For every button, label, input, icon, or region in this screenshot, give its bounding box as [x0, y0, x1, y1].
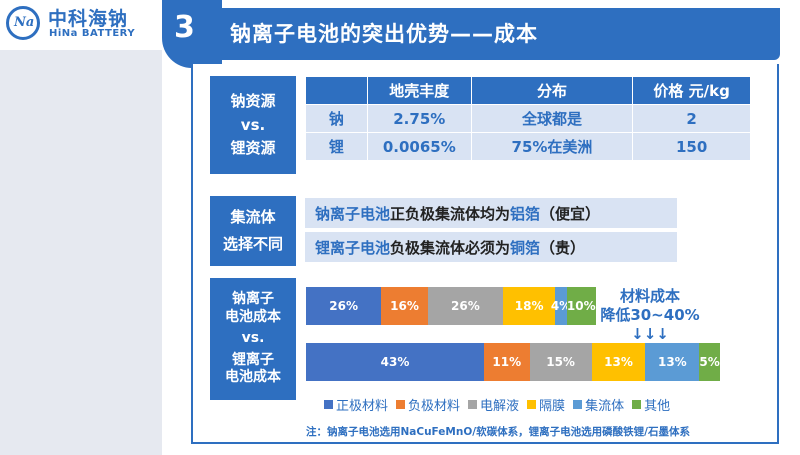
section-number: 3 — [174, 10, 195, 45]
collector-material: 铜箔 — [510, 238, 541, 257]
logo-cn-text: 中科海钠 — [48, 8, 129, 30]
bar-segment-lithium-3: 13% — [591, 343, 646, 381]
logo-en-text: HiNa BATTERY — [49, 28, 136, 39]
table-cell: 锂 — [305, 132, 368, 161]
cost-label-line: 钠离子 — [232, 291, 274, 308]
collector-subject: 锂离子电池 — [315, 238, 391, 257]
collector-text: 正负极集流体均为 — [390, 204, 511, 223]
resource-label-line: vs. — [240, 115, 266, 134]
legend-label: 隔膜 — [539, 399, 566, 414]
footnote: 注：钠离子电池选用NaCuFeMnO/软碳体系，锂离子电池选用磷酸铁锂/石墨体系 — [306, 426, 690, 438]
bar-segment-lithium-5: 5% — [699, 343, 720, 381]
slide-title: 钠离子电池的突出优势——成本 — [230, 22, 538, 46]
legend-label: 其他 — [644, 399, 671, 414]
bar-segment-sodium-4: 4% — [551, 287, 571, 325]
collector-label-line: 选择不同 — [222, 235, 283, 253]
cost-reduction-note: 材料成本 降低30~40% ↓↓↓ — [580, 287, 720, 343]
cost-label-line: 锂离子 — [232, 351, 274, 368]
title-bar — [190, 8, 780, 60]
bar-segment-sodium-2: 26% — [427, 287, 504, 325]
lithium-cost-bar: 43% 11% 15% 13% 13% 5% — [306, 343, 720, 381]
legend-item: 正极材料 — [324, 395, 388, 414]
table-cell: 全球都是 — [470, 104, 634, 133]
table-row: 锂 0.0065% 75%在美洲 150 — [305, 132, 751, 161]
legend-item: 集流体 — [573, 395, 624, 414]
table-header-row: 地壳丰度 分布 价格 元/kg — [305, 76, 751, 105]
section-number-tab: 3 — [162, 0, 222, 68]
legend-item: 其他 — [632, 395, 670, 414]
legend-swatch — [573, 400, 583, 409]
resource-label-line: 钠资源 — [230, 91, 276, 110]
left-decor-band — [0, 50, 162, 455]
legend-swatch — [324, 400, 333, 409]
logo-badge-icon: Na — [6, 6, 40, 40]
logo-badge-text: Na — [14, 15, 35, 30]
resource-label-line: 锂资源 — [230, 139, 276, 158]
legend-item: 电解液 — [468, 395, 519, 414]
legend-swatch — [396, 400, 406, 409]
company-logo: Na 中科海钠 HiNa BATTERY — [6, 6, 182, 40]
chart-legend: 正极材料 负极材料 电解液 隔膜 集流体 其他 — [324, 395, 670, 414]
collector-label-line: 集流体 — [230, 208, 276, 227]
resource-table: 地壳丰度 分布 价格 元/kg 钠 2.75% 全球都是 2 锂 0.0065%… — [305, 76, 751, 161]
table-cell: 0.0065% — [366, 132, 472, 161]
legend-swatch — [468, 400, 478, 409]
bar-segment-lithium-2: 15% — [529, 343, 592, 381]
collector-tail: （贵） — [540, 238, 586, 257]
bar-segment-sodium-5: 10% — [566, 287, 596, 325]
table-row: 钠 2.75% 全球都是 2 — [305, 104, 751, 133]
collector-line-lithium: 锂离子电池 负极集流体必须为 铜箔 （贵） — [305, 232, 677, 262]
table-header-cell — [305, 76, 368, 105]
table-header-cell: 价格 元/kg — [632, 76, 751, 105]
legend-item: 隔膜 — [527, 395, 565, 414]
legend-label: 负极材料 — [408, 399, 461, 414]
cost-label-line: vs. — [241, 330, 265, 347]
legend-label: 电解液 — [480, 399, 520, 414]
table-cell: 钠 — [305, 104, 368, 133]
bar-segment-sodium-1: 16% — [381, 287, 428, 325]
cost-label: 钠离子 电池成本 vs. 锂离子 电池成本 — [210, 278, 296, 400]
table-header-cell: 分布 — [470, 76, 634, 105]
collector-line-sodium: 钠离子电池 正负极集流体均为 铝箔 （便宜） — [305, 198, 677, 228]
collector-label: 集流体 选择不同 — [210, 196, 296, 266]
bar-segment-lithium-4: 13% — [645, 343, 700, 381]
sodium-cost-bar: 26% 16% 26% 18% 4% 10% — [306, 287, 596, 325]
legend-swatch — [527, 400, 537, 409]
table-header-cell: 地壳丰度 — [366, 76, 472, 105]
table-cell: 75%在美洲 — [470, 132, 634, 161]
table-cell: 150 — [632, 132, 751, 161]
cost-note-line: 降低30~40% ↓↓↓ — [600, 305, 700, 343]
table-cell: 2.75% — [366, 104, 472, 133]
collector-material: 铝箔 — [510, 204, 541, 223]
legend-label: 集流体 — [585, 399, 625, 414]
collector-subject: 钠离子电池 — [315, 204, 391, 223]
cost-note-line: 材料成本 — [619, 287, 680, 305]
collector-text: 负极集流体必须为 — [390, 238, 511, 257]
collector-tail: （便宜） — [540, 204, 601, 223]
cost-label-line: 电池成本 — [225, 369, 281, 386]
table-cell: 2 — [632, 104, 751, 133]
legend-swatch — [632, 400, 642, 409]
cost-label-line: 电池成本 — [225, 308, 281, 325]
bar-segment-lithium-0: 43% — [306, 343, 485, 381]
legend-label: 正极材料 — [336, 399, 389, 414]
bar-segment-lithium-1: 11% — [484, 343, 530, 381]
legend-item: 负极材料 — [396, 395, 460, 414]
bar-segment-sodium-0: 26% — [306, 287, 382, 325]
bar-segment-sodium-3: 18% — [503, 287, 556, 325]
resource-label: 钠资源 vs. 锂资源 — [210, 76, 296, 174]
